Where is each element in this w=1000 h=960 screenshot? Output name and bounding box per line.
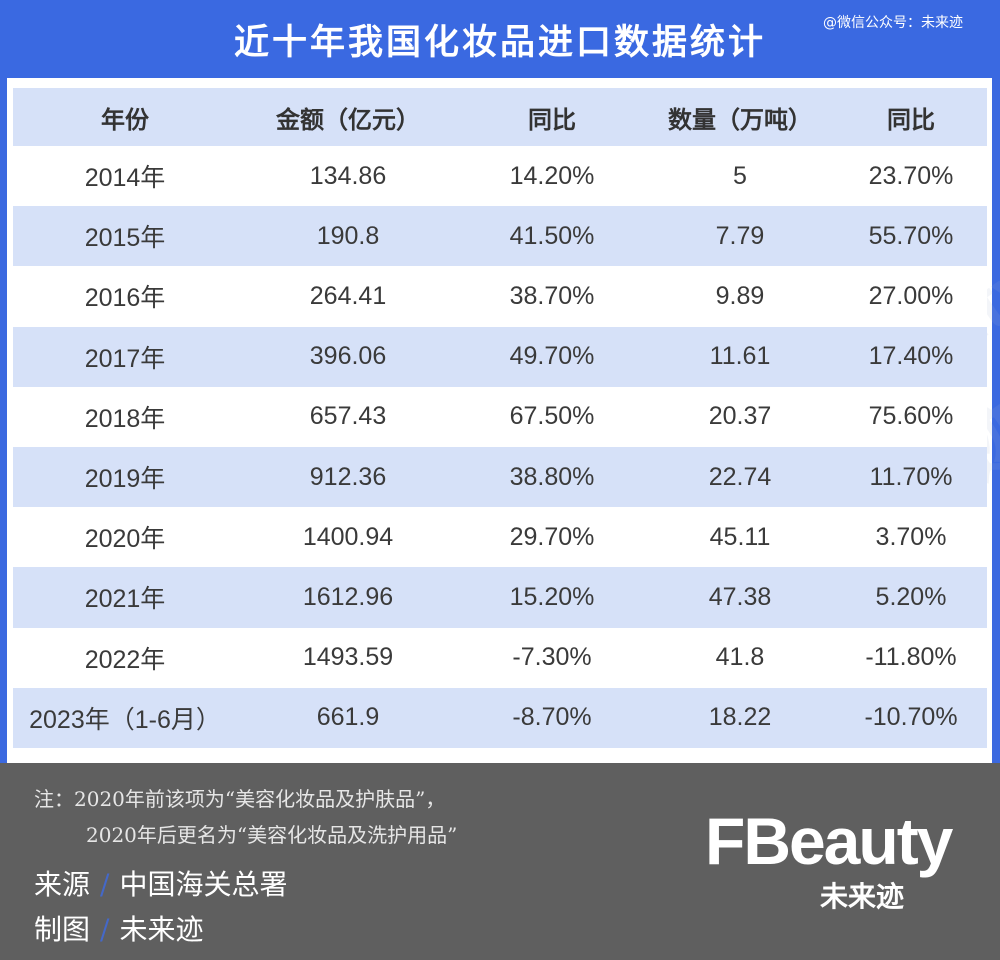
maker-value: 未来迹 [119,913,204,946]
column-header-quantity-yoy: 同比 [887,106,935,134]
table-row: 2018年 657.43 67.50% 20.37 75.60% [13,386,987,447]
cell-quantity-yoy: 3.70% [875,522,947,551]
cell-quantity: 7.79 [715,221,765,250]
cell-amount: 657.43 [309,402,387,431]
cell-quantity-yoy: 27.00% [868,281,954,310]
cell-amount: 1612.96 [302,582,394,611]
source-credit: 来源 / 中国海关总署 [34,863,287,903]
cell-quantity-yoy: 23.70% [868,161,954,190]
cell-quantity: 45.11 [709,522,771,551]
cell-amount: 912.36 [309,462,387,491]
cell-quantity-yoy: -10.70% [864,703,958,732]
cell-amount-yoy: 41.50% [509,221,595,250]
cell-amount: 134.86 [309,161,387,190]
cell-year: 2022年 [84,645,166,674]
footnote-line-1: 注：2020年前该项为“美容化妆品及护肤品”， [34,787,446,811]
cell-amount: 190.8 [316,221,380,250]
cell-quantity-yoy: 55.70% [868,221,954,250]
cell-quantity: 9.89 [715,281,765,310]
cell-amount: 396.06 [309,342,387,371]
source-value: 中国海关总署 [119,868,288,901]
cell-amount: 264.41 [309,281,387,310]
table-row: 2021年 1612.96 15.20% 47.38 5.20% [13,567,987,628]
cell-quantity: 5 [733,161,747,190]
cell-year: 2023年（1-6月） [29,705,221,734]
column-header-quantity: 数量（万吨） [668,106,812,134]
cell-quantity: 11.61 [709,342,771,371]
cell-amount-yoy: -7.30% [512,643,592,672]
table-panel: Beauty 未来迹 Beauty 未来迹 Beauty 未来迹 Beauty … [7,78,1000,763]
table-row: 2015年 190.8 41.50% 7.79 55.70% [13,206,987,267]
wechat-credit: @微信公众号：未来迹 [823,15,963,31]
table-row: 2017年 396.06 49.70% 11.61 17.40% [13,326,987,387]
cell-year: 2021年 [84,585,166,614]
cell-quantity-yoy: -11.80% [865,643,957,672]
cell-amount-yoy: 29.70% [509,522,595,551]
cell-amount-yoy: 67.50% [509,402,595,431]
title-banner: 近十年我国化妆品进口数据统计 @微信公众号：未来迹 [0,0,1000,78]
cell-amount-yoy: -8.70% [512,703,592,732]
source-label: 来源 [34,868,91,901]
table-row: 2019年 912.36 38.80% 22.74 11.70% [13,446,987,508]
cell-year: 2017年 [84,344,166,373]
slash-divider: / [100,868,110,901]
cell-quantity-yoy: 11.70% [869,462,953,491]
cell-quantity-yoy: 17.40% [868,342,954,371]
maker-credit: 制图 / 未来迹 [34,908,203,948]
cell-quantity: 41.8 [715,643,765,672]
cell-amount-yoy: 38.70% [509,281,595,310]
cell-year: 2016年 [84,284,166,313]
cell-year: 2015年 [84,224,166,253]
footnote-line-2: 2020年后更名为“美容化妆品及洗护用品” [86,823,458,847]
table-row: 2023年（1-6月） 661.9 -8.70% 18.22 -10.70% [13,687,987,748]
cell-quantity: 18.22 [708,703,772,732]
table-row: 2020年 1400.94 29.70% 45.11 3.70% [13,507,987,568]
footer: 注：2020年前该项为“美容化妆品及护肤品”， 2020年后更名为“美容化妆品及… [0,763,1000,960]
cell-quantity: 22.74 [708,462,772,491]
cell-quantity-yoy: 75.60% [868,402,954,431]
page-title: 近十年我国化妆品进口数据统计 [233,23,766,63]
table-header-row: 年份 金额（亿元） 同比 数量（万吨） 同比 [13,88,987,146]
maker-label: 制图 [34,913,91,946]
cell-year: 2020年 [84,525,166,554]
column-header-amount-yoy: 同比 [528,106,576,134]
logo-chinese: 未来迹 [820,880,905,913]
cell-amount-yoy: 14.20% [509,161,595,190]
table-row: 2016年 264.41 38.70% 9.89 27.00% [13,266,987,327]
cell-amount-yoy: 15.20% [509,582,595,611]
column-header-year: 年份 [101,106,149,134]
cell-year: 2018年 [84,404,166,433]
cell-year: 2014年 [84,164,166,193]
cell-quantity-yoy: 5.20% [875,582,947,611]
fbeauty-logo: FBeauty 未来迹 [705,803,965,913]
column-header-amount: 金额（亿元） [276,106,420,134]
table-row: 2014年 134.86 14.20% 5 23.70% [13,146,987,207]
slash-divider: / [100,913,110,946]
cell-amount: 1400.94 [302,522,394,551]
cell-amount-yoy: 49.70% [509,342,595,371]
cell-year: 2019年 [84,465,166,494]
cell-quantity: 47.38 [708,582,772,611]
cell-quantity: 20.37 [708,402,772,431]
logo-wordmark: FBeauty [705,804,953,878]
import-data-table: 年份 金额（亿元） 同比 数量（万吨） 同比 2014年 134.86 14.2… [13,88,987,748]
table-row: 2022年 1493.59 -7.30% 41.8 -11.80% [13,627,987,688]
cell-amount: 661.9 [316,703,380,732]
cell-amount-yoy: 38.80% [509,462,595,491]
cell-amount: 1493.59 [302,643,394,672]
